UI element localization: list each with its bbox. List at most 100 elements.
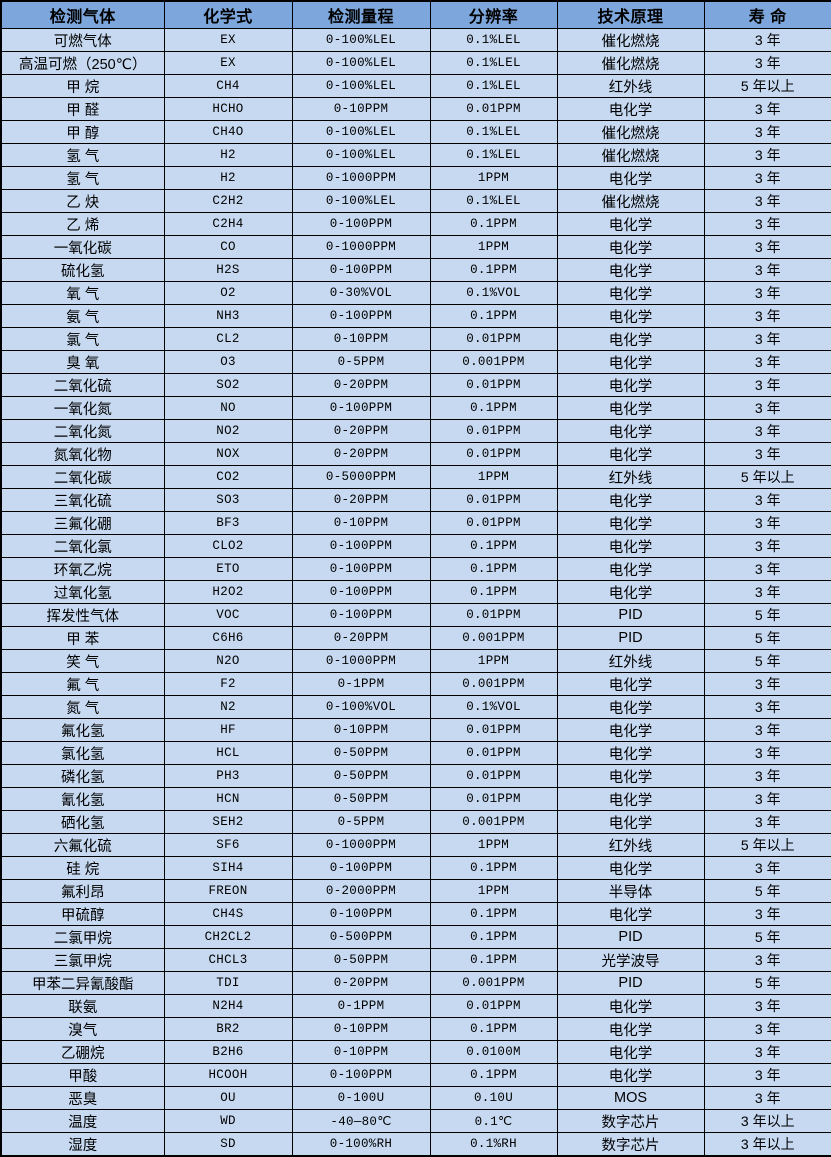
cell-range: 0-100%LEL <box>291 143 431 167</box>
cell-range: 0-1000PPM <box>291 649 431 673</box>
cell-life: 5 年 <box>703 971 831 995</box>
cell-principle: 电化学 <box>556 350 705 374</box>
cell-range: 0-100U <box>291 1086 431 1110</box>
cell-range: 0-100PPM <box>291 557 431 581</box>
cell-principle: 数字芯片 <box>556 1109 705 1133</box>
cell-range: 0-100PPM <box>291 902 431 926</box>
cell-life: 3 年 <box>703 281 831 305</box>
table-row: 氟化氢 HF 0-10PPM 0.01PPM 电化学 3 年 <box>0 718 831 742</box>
cell-principle: 电化学 <box>556 442 705 466</box>
cell-resolution: 1PPM <box>429 879 558 903</box>
table-row: 氨 气 NH3 0-100PPM 0.1PPM 电化学 3 年 <box>0 304 831 328</box>
cell-life: 3 年 <box>703 557 831 581</box>
table-row: 臭 氧 O3 0-5PPM 0.001PPM 电化学 3 年 <box>0 350 831 374</box>
cell-resolution: 0.1%LEL <box>429 143 558 167</box>
table-row: 溴气 BR2 0-10PPM 0.1PPM 电化学 3 年 <box>0 1017 831 1041</box>
cell-gas-name: 甲硫醇 <box>0 902 165 926</box>
cell-gas-name: 高温可燃（250℃） <box>0 51 165 75</box>
cell-life: 3 年 <box>703 258 831 282</box>
cell-formula: NO <box>163 396 293 420</box>
cell-resolution: 0.01PPM <box>429 97 558 121</box>
cell-gas-name: 乙 烯 <box>0 212 165 236</box>
cell-formula: H2 <box>163 143 293 167</box>
cell-range: 0-100%LEL <box>291 51 431 75</box>
cell-principle: 电化学 <box>556 1017 705 1041</box>
table-row: 甲硫醇 CH4S 0-100PPM 0.1PPM 电化学 3 年 <box>0 902 831 926</box>
cell-principle: 光学波导 <box>556 948 705 972</box>
cell-gas-name: 三氧化硫 <box>0 488 165 512</box>
cell-range: 0-5PPM <box>291 810 431 834</box>
table-row: 氟利昂 FREON 0-2000PPM 1PPM 半导体 5 年 <box>0 879 831 903</box>
table-header: 检测气体 化学式 检测量程 分辨率 技术原理 寿 命 <box>0 0 831 29</box>
cell-principle: 电化学 <box>556 419 705 443</box>
cell-principle: 红外线 <box>556 465 705 489</box>
header-row: 检测气体 化学式 检测量程 分辨率 技术原理 寿 命 <box>0 0 831 29</box>
cell-formula: HCL <box>163 741 293 765</box>
cell-gas-name: 氧 气 <box>0 281 165 305</box>
cell-life: 3 年 <box>703 810 831 834</box>
cell-gas-name: 氯 气 <box>0 327 165 351</box>
cell-range: 0-1PPM <box>291 994 431 1018</box>
cell-principle: 电化学 <box>556 764 705 788</box>
table-row: 环氧乙烷 ETO 0-100PPM 0.1PPM 电化学 3 年 <box>0 557 831 581</box>
table-row: 甲 苯 C6H6 0-20PPM 0.001PPM PID 5 年 <box>0 626 831 650</box>
cell-range: 0-10PPM <box>291 97 431 121</box>
cell-range: 0-1PPM <box>291 672 431 696</box>
cell-formula: B2H6 <box>163 1040 293 1064</box>
column-header-life: 寿 命 <box>703 0 831 29</box>
cell-life: 3 年 <box>703 327 831 351</box>
cell-range: 0-20PPM <box>291 442 431 466</box>
table-row: 恶臭 OU 0-100U 0.10U MOS 3 年 <box>0 1086 831 1110</box>
cell-principle: 催化燃烧 <box>556 28 705 52</box>
cell-resolution: 0.001PPM <box>429 971 558 995</box>
cell-resolution: 0.1PPM <box>429 925 558 949</box>
cell-principle: 电化学 <box>556 741 705 765</box>
cell-range: 0-50PPM <box>291 741 431 765</box>
cell-formula: H2 <box>163 166 293 190</box>
cell-gas-name: 甲酸 <box>0 1063 165 1087</box>
cell-formula: NOX <box>163 442 293 466</box>
cell-range: 0-1000PPM <box>291 166 431 190</box>
cell-range: 0-20PPM <box>291 373 431 397</box>
cell-resolution: 0.1%VOL <box>429 281 558 305</box>
cell-life: 3 年 <box>703 534 831 558</box>
cell-gas-name: 二氧化氮 <box>0 419 165 443</box>
cell-principle: PID <box>556 971 705 995</box>
cell-gas-name: 氢 气 <box>0 143 165 167</box>
cell-gas-name: 氨 气 <box>0 304 165 328</box>
cell-principle: 电化学 <box>556 695 705 719</box>
cell-gas-name: 一氧化碳 <box>0 235 165 259</box>
cell-formula: NO2 <box>163 419 293 443</box>
table-row: 一氧化碳 CO 0-1000PPM 1PPM 电化学 3 年 <box>0 235 831 259</box>
cell-gas-name: 过氧化氢 <box>0 580 165 604</box>
cell-formula: BF3 <box>163 511 293 535</box>
cell-life: 3 年 <box>703 212 831 236</box>
cell-gas-name: 氟 气 <box>0 672 165 696</box>
cell-principle: MOS <box>556 1086 705 1110</box>
table-row: 一氧化氮 NO 0-100PPM 0.1PPM 电化学 3 年 <box>0 396 831 420</box>
cell-life: 3 年 <box>703 350 831 374</box>
cell-life: 3 年 <box>703 902 831 926</box>
cell-resolution: 0.01PPM <box>429 994 558 1018</box>
cell-formula: C2H2 <box>163 189 293 213</box>
cell-resolution: 0.1%VOL <box>429 695 558 719</box>
cell-range: 0-10PPM <box>291 327 431 351</box>
cell-gas-name: 六氟化硫 <box>0 833 165 857</box>
cell-life: 5 年 <box>703 925 831 949</box>
cell-resolution: 0.01PPM <box>429 741 558 765</box>
cell-formula: H2S <box>163 258 293 282</box>
table-row: 温度 WD -40—80℃ 0.1℃ 数字芯片 3 年以上 <box>0 1109 831 1133</box>
cell-range: 0-20PPM <box>291 419 431 443</box>
cell-principle: 催化燃烧 <box>556 143 705 167</box>
cell-range: 0-500PPM <box>291 925 431 949</box>
cell-range: 0-100%LEL <box>291 74 431 98</box>
cell-life: 3 年 <box>703 442 831 466</box>
cell-formula: C2H4 <box>163 212 293 236</box>
cell-resolution: 0.1PPM <box>429 1063 558 1087</box>
cell-life: 5 年 <box>703 603 831 627</box>
cell-gas-name: 硅 烷 <box>0 856 165 880</box>
cell-resolution: 0.01PPM <box>429 419 558 443</box>
cell-resolution: 0.1℃ <box>429 1109 558 1133</box>
table-row: 硅 烷 SIH4 0-100PPM 0.1PPM 电化学 3 年 <box>0 856 831 880</box>
cell-life: 3 年 <box>703 396 831 420</box>
